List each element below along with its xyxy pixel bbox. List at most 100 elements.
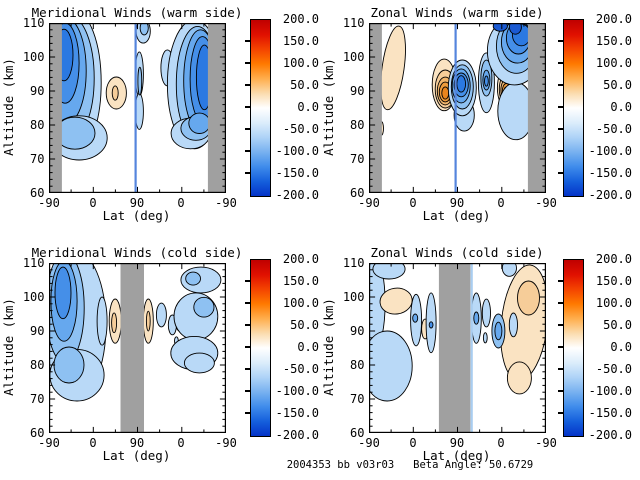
x-tick-label: 0 [89, 436, 97, 450]
x-axis-label: Lat (deg) [422, 448, 491, 463]
vertical-marker-line [470, 263, 473, 433]
contour-region [192, 296, 214, 318]
contour-region [428, 321, 433, 329]
y-tick-label: 110 [22, 16, 45, 30]
x-tick-label: -90 [38, 196, 60, 210]
colorbar-tick [558, 412, 563, 414]
contour-region [506, 361, 532, 395]
footer-annotation: 2004353 bb v03r03 Beta Angle: 50.6729 [286, 459, 534, 471]
colorbar-tick [558, 150, 563, 152]
contour-region [493, 321, 502, 341]
x-tick-label: 0 [177, 436, 185, 450]
contour-plot-meridional-cold [48, 263, 226, 433]
colorbar-tick-label: 100.0 [282, 56, 319, 70]
panel-title: Zonal Winds (cold side) [370, 245, 544, 260]
colorbar-tick-label: 50.0 [603, 318, 632, 332]
contour-layer [48, 23, 226, 193]
y-axis-label: Altitude (km) [0, 298, 16, 396]
colorbar-tick [245, 128, 250, 130]
x-axis-label: Lat (deg) [102, 208, 171, 223]
contour-region [440, 86, 449, 100]
colorbar-tick [558, 324, 563, 326]
colorbar-tick-label: 100.0 [595, 56, 632, 70]
contour-region [508, 23, 522, 35]
contour-region [483, 75, 489, 87]
colorbar-tick-label: -100.0 [275, 384, 319, 398]
colorbar-tick-label: 200.0 [282, 252, 319, 266]
x-tick-label: 90 [449, 436, 465, 450]
colorbar-tick-label: -100.0 [588, 384, 632, 398]
y-tick-label: 80 [30, 358, 45, 372]
colorbar-tick [558, 128, 563, 130]
contour-region [53, 346, 84, 384]
contour-region [155, 302, 167, 328]
colorbar-tick-label: 100.0 [595, 296, 632, 310]
contour-region [368, 330, 413, 402]
contour-region [472, 311, 479, 325]
y-tick-label: 70 [30, 392, 45, 406]
colorbar-tick [558, 106, 563, 108]
y-tick-label: 110 [342, 256, 365, 270]
colorbar-tick-label: 200.0 [595, 252, 632, 266]
x-tick-label: 90 [449, 196, 465, 210]
contour-region [110, 312, 117, 334]
y-tick-label: 90 [30, 324, 45, 338]
contour-region [184, 271, 201, 286]
axis-ticks [48, 23, 226, 193]
contour-plot-meridional-warm [48, 23, 226, 193]
colorbar-tick-label: -100.0 [275, 144, 319, 158]
x-tick-label: 0 [497, 196, 505, 210]
colorbar-tick-label: 0.0 [297, 340, 319, 354]
panel-title: Zonal Winds (warm side) [370, 5, 544, 20]
axis-ticks [48, 263, 226, 433]
x-tick-label: -90 [358, 436, 380, 450]
colorbar-tick-label: -200.0 [275, 428, 319, 442]
y-tick-label: 100 [22, 290, 45, 304]
contour-region [379, 287, 413, 315]
vertical-marker-line [454, 23, 457, 193]
y-tick-label: 90 [30, 84, 45, 98]
y-tick-label: 70 [350, 152, 365, 166]
y-tick-label: 100 [342, 290, 365, 304]
y-tick-label: 110 [22, 256, 45, 270]
colorbar [563, 259, 584, 437]
colorbar-tick [558, 84, 563, 86]
y-tick-label: 60 [30, 426, 45, 440]
colorbar-tick-label: -200.0 [275, 188, 319, 202]
x-tick-label: -90 [215, 196, 237, 210]
colorbar-tick-label: 150.0 [595, 274, 632, 288]
contour-region [183, 352, 215, 374]
colorbar-tick [558, 368, 563, 370]
colorbar-tick-label: -150.0 [275, 166, 319, 180]
panel-title: Meridional Winds (cold side) [31, 245, 243, 260]
x-tick-label: -90 [358, 196, 380, 210]
colorbar-tick-label: -50.0 [595, 362, 632, 376]
contour-region [145, 310, 151, 332]
data-gap-band [368, 23, 382, 193]
y-tick-label: 60 [350, 426, 365, 440]
y-axis-label: Altitude (km) [320, 58, 336, 156]
contour-plot-zonal-warm [368, 23, 546, 193]
colorbar-tick [558, 62, 563, 64]
colorbar-tick [245, 40, 250, 42]
contour-region [455, 75, 466, 93]
contour-layer [368, 263, 546, 433]
colorbar-tick-label: -200.0 [588, 428, 632, 442]
colorbar [250, 19, 271, 197]
panel-title: Meridional Winds (warm side) [31, 5, 243, 20]
contour-region [508, 312, 518, 338]
y-tick-label: 100 [342, 50, 365, 64]
x-tick-label: 0 [89, 196, 97, 210]
data-gap-band [438, 263, 470, 433]
x-tick-label: 90 [129, 196, 145, 210]
colorbar-tick-label: -150.0 [588, 406, 632, 420]
y-axis-label: Altitude (km) [0, 58, 16, 156]
contour-region [139, 23, 149, 36]
contour-layer [48, 263, 221, 433]
data-gap-band [527, 23, 546, 193]
vertical-marker-line [134, 23, 137, 193]
y-axis-label: Altitude (km) [320, 298, 336, 396]
colorbar-tick-label: 50.0 [290, 318, 319, 332]
axis-ticks [368, 263, 546, 433]
